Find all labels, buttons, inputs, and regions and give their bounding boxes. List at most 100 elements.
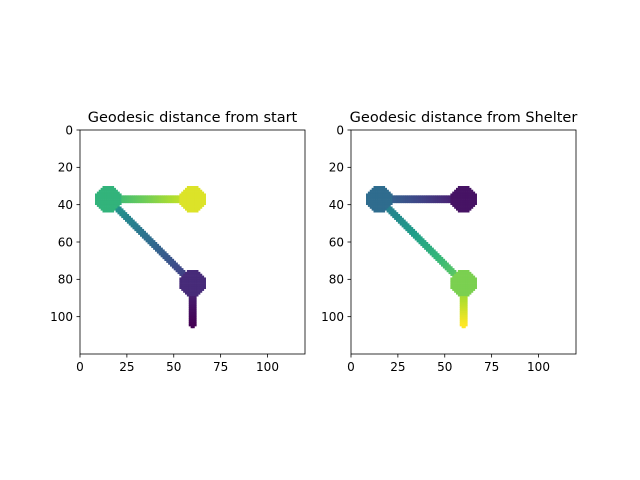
- heatmap-cell: [190, 326, 193, 329]
- heatmap-cell: [141, 232, 145, 235]
- heatmap-cell: [463, 284, 466, 288]
- heatmap-cell: [102, 191, 105, 194]
- heatmap-cell: [175, 270, 178, 273]
- heatmap-cell: [382, 208, 386, 211]
- heatmap-cell: [171, 258, 175, 262]
- heatmap-cell: [366, 199, 369, 202]
- heatmap-cell: [411, 230, 414, 234]
- heatmap-cell: [469, 187, 472, 191]
- heatmap-cell: [100, 202, 103, 206]
- heatmap-cell: [153, 242, 156, 245]
- heatmap-cell: [117, 197, 120, 200]
- heatmap-cell: [188, 204, 191, 207]
- heatmap-cell: [192, 186, 195, 189]
- heatmap-cell: [160, 195, 163, 198]
- heatmap-cell: [132, 223, 135, 226]
- heatmap-cell: [192, 187, 195, 191]
- heatmap-cell: [457, 206, 461, 209]
- heatmap-cell: [196, 200, 199, 204]
- heatmap-cell: [196, 290, 199, 293]
- heatmap-cell: [128, 223, 131, 226]
- y-tick-label: 60: [329, 235, 344, 249]
- heatmap-cell: [396, 214, 399, 217]
- heatmap-cell: [384, 193, 387, 196]
- heatmap-cell: [194, 191, 197, 194]
- heatmap-cell: [459, 271, 462, 275]
- heatmap-cell: [170, 260, 173, 263]
- heatmap-cell: [190, 307, 193, 310]
- heatmap-cell: [457, 270, 461, 273]
- heatmap-cell: [160, 197, 163, 200]
- heatmap-cell: [397, 199, 401, 202]
- heatmap-cell: [371, 199, 374, 202]
- heatmap-cell: [126, 200, 130, 204]
- heatmap-cell: [412, 228, 416, 232]
- heatmap-cell: [188, 271, 191, 275]
- heatmap-cell: [465, 309, 468, 312]
- heatmap-cell: [179, 193, 182, 196]
- heatmap-cell: [126, 219, 130, 222]
- heatmap-cell: [196, 292, 199, 295]
- heatmap-cell: [461, 283, 464, 286]
- heatmap-cell: [384, 200, 387, 204]
- heatmap-cell: [183, 202, 186, 206]
- heatmap-cell: [175, 200, 178, 204]
- heatmap-cell: [463, 187, 466, 191]
- heatmap-cell: [461, 271, 464, 275]
- heatmap-cell: [117, 208, 120, 211]
- heatmap-cell: [403, 199, 406, 202]
- heatmap-cell: [177, 271, 180, 275]
- heatmap-cell: [158, 253, 161, 256]
- heatmap-cell: [454, 279, 457, 282]
- heatmap-cell: [381, 202, 384, 206]
- heatmap-cell: [190, 270, 193, 273]
- heatmap-cell: [384, 208, 387, 211]
- heatmap-cell: [183, 199, 186, 202]
- heatmap-cell: [399, 217, 402, 220]
- heatmap-cell: [190, 279, 193, 282]
- heatmap-cell: [418, 199, 421, 202]
- heatmap-cell: [200, 204, 203, 207]
- heatmap-cell: [457, 200, 461, 204]
- heatmap-cell: [181, 283, 184, 286]
- heatmap-cell: [457, 290, 461, 293]
- heatmap-cell: [465, 277, 468, 280]
- heatmap-cell: [110, 197, 113, 200]
- heatmap-cell: [459, 275, 462, 278]
- heatmap-cell: [394, 197, 397, 200]
- heatmap-cell: [134, 225, 137, 228]
- heatmap-cell: [471, 290, 474, 293]
- heatmap-cell: [461, 193, 464, 196]
- heatmap-cell: [201, 286, 205, 290]
- heatmap-cell: [373, 193, 376, 196]
- heatmap-cell: [95, 195, 98, 198]
- heatmap-cell: [441, 262, 444, 265]
- heatmap-cell: [396, 219, 399, 222]
- heatmap-cell: [424, 247, 427, 250]
- heatmap-cell: [431, 247, 434, 250]
- heatmap-cell: [379, 210, 382, 213]
- heatmap-cell: [457, 277, 461, 280]
- heatmap-cell: [471, 206, 474, 209]
- heatmap-cell: [448, 264, 451, 267]
- heatmap-cell: [98, 202, 101, 206]
- heatmap-cell: [110, 206, 113, 209]
- heatmap-cell: [106, 210, 109, 213]
- heatmap-cell: [147, 197, 150, 200]
- heatmap-cell: [441, 256, 444, 260]
- heatmap-cell: [446, 268, 449, 271]
- heatmap-cell: [125, 212, 128, 215]
- heatmap-cell: [472, 281, 476, 284]
- heatmap-cell: [190, 314, 193, 318]
- heatmap-cell: [151, 199, 154, 202]
- heatmap-cell: [407, 200, 410, 204]
- heatmap-cell: [459, 303, 462, 306]
- heatmap-cell: [115, 208, 118, 211]
- heatmap-cell: [386, 199, 389, 202]
- heatmap-cell: [367, 191, 371, 194]
- heatmap-cell: [192, 210, 195, 213]
- heatmap-cell: [388, 197, 391, 200]
- heatmap-cell: [203, 195, 206, 198]
- heatmap-cell: [459, 279, 462, 282]
- heatmap-cell: [194, 200, 197, 204]
